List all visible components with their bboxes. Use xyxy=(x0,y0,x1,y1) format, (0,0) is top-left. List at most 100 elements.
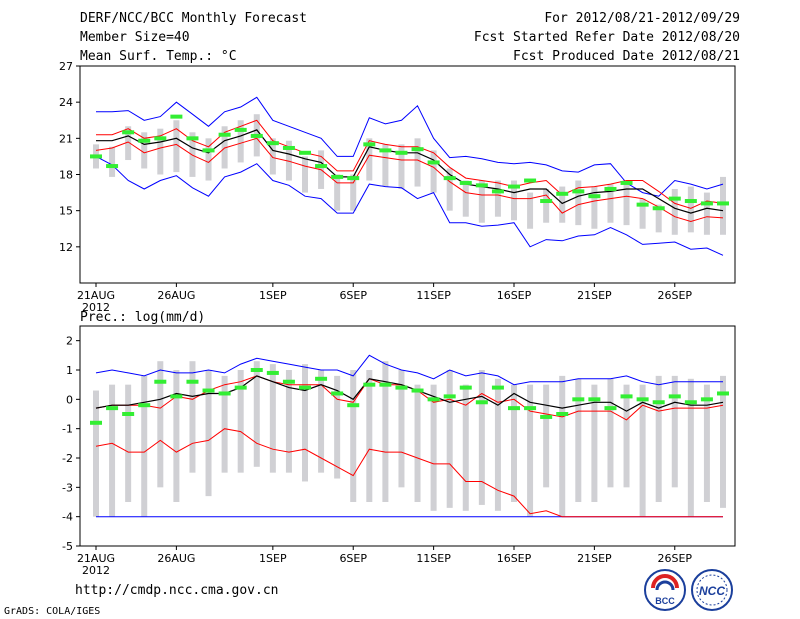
temp-observed-marker xyxy=(652,206,665,211)
precip-variable-label: Prec.: log(mm/d) xyxy=(80,310,206,325)
precip-observed-marker xyxy=(588,397,601,402)
precip-spread-box xyxy=(189,361,196,473)
precip-observed-marker xyxy=(524,406,537,411)
precip-observed-marker xyxy=(459,385,472,390)
precip-observed-marker xyxy=(363,382,376,387)
grads-credit: GrADS: COLA/IGES xyxy=(4,606,101,617)
temp-spread-box xyxy=(109,146,116,177)
temp-observed-marker xyxy=(315,164,328,169)
temp-spread-box xyxy=(125,126,132,161)
temp-observed-marker xyxy=(443,176,456,181)
precip-spread-box xyxy=(623,384,630,488)
precip-observed-marker xyxy=(668,394,681,399)
chart-title: DERF/NCC/BCC Monthly Forecast xyxy=(80,11,307,26)
temp-observed-marker xyxy=(636,202,649,207)
precip-spread-box xyxy=(462,384,469,511)
temp-xtick-label: 1SEP xyxy=(259,289,287,302)
temp-spread-box xyxy=(334,174,341,211)
bcc-logo-text: BCC xyxy=(655,596,675,606)
precip-observed-marker xyxy=(90,420,102,425)
precip-observed-marker xyxy=(604,406,617,411)
temp-xtick-label: 11SEP xyxy=(416,289,451,302)
temp-plot-frame xyxy=(79,65,736,284)
temp-lower-spread-line xyxy=(95,137,724,223)
precip-ensemble-mean-line xyxy=(95,375,724,412)
precip-observed-marker xyxy=(138,403,151,408)
precip-year-label: 2012 xyxy=(82,564,110,577)
precip-observed-marker xyxy=(636,397,649,402)
precip-observed-marker xyxy=(620,394,633,399)
precip-xtick-label: 21AUG xyxy=(77,552,115,565)
precip-spread-box xyxy=(157,361,164,488)
temp-spread-box xyxy=(221,126,228,169)
precip-spread-box xyxy=(720,375,726,508)
temp-observed-marker xyxy=(186,136,199,141)
temp-observed-marker xyxy=(620,180,633,185)
precip-observed-marker xyxy=(379,382,392,387)
temp-spread-box xyxy=(398,144,405,189)
temp-observed-marker xyxy=(588,194,601,199)
precip-observed-marker xyxy=(652,400,665,405)
temp-observed-marker xyxy=(379,148,392,153)
temp-ytick-label: 12 xyxy=(59,241,73,254)
precip-spread-box xyxy=(334,375,341,479)
precip-spread-box xyxy=(671,375,678,488)
precip-observed-marker xyxy=(700,397,713,402)
temp-spread-box xyxy=(285,140,292,181)
temp-upper-spread-line xyxy=(96,119,724,209)
precip-ytick-label: -2 xyxy=(62,452,73,465)
temp-spread-box xyxy=(302,156,308,193)
precip-observed-marker xyxy=(556,412,569,416)
temp-observed-marker xyxy=(508,184,520,189)
temp-observed-marker xyxy=(250,133,263,138)
temp-ytick-label: 18 xyxy=(59,169,73,182)
temp-spread-box xyxy=(430,150,437,193)
precip-observed-marker xyxy=(684,400,697,405)
precip-observed-marker xyxy=(282,379,295,384)
precip-spread-box xyxy=(607,378,614,488)
precip-spread-box xyxy=(205,370,212,497)
precip-spread-box xyxy=(93,390,99,517)
temp-spread-box xyxy=(527,192,534,229)
precip-spread-box xyxy=(494,378,501,511)
fcst-produced-date: Fcst Produced Date 2012/08/21 xyxy=(513,49,740,64)
temp-observed-marker xyxy=(491,189,504,194)
temp-observed-marker xyxy=(122,130,135,135)
precip-lower-spread-line xyxy=(95,428,723,518)
precip-xtick-label: 21SEP xyxy=(577,552,612,565)
temp-observed-marker xyxy=(234,127,247,132)
precip-xtick-label: 26AUG xyxy=(157,552,195,565)
temp-observed-marker xyxy=(106,164,119,169)
precip-observed-marker xyxy=(299,385,311,390)
temp-observed-marker xyxy=(556,191,569,196)
precip-upper-envelope-line xyxy=(95,354,723,386)
precip-observed-marker xyxy=(540,414,553,419)
temp-observed-marker xyxy=(459,180,472,185)
temp-ytick-label: 15 xyxy=(59,205,73,218)
temp-observed-marker xyxy=(411,147,424,152)
temp-observed-marker xyxy=(395,150,408,155)
temp-observed-marker xyxy=(202,148,215,153)
precip-observed-marker xyxy=(508,406,520,411)
footer-url[interactable]: http://cmdp.ncc.cma.gov.cn xyxy=(75,583,279,598)
precip-ytick-label: -4 xyxy=(62,511,73,524)
precip-ytick-label: -3 xyxy=(62,481,73,494)
ncc-logo-text: NCC xyxy=(699,584,725,598)
temp-xtick-label: 21AUG xyxy=(77,289,115,302)
precip-spread-box xyxy=(527,384,534,517)
precip-spread-box xyxy=(302,364,308,482)
temp-observed-marker xyxy=(717,201,729,206)
precip-observed-marker xyxy=(395,385,408,390)
temp-observed-marker xyxy=(684,199,697,204)
precip-observed-marker xyxy=(443,394,456,399)
precip-ytick-label: 2 xyxy=(66,335,73,348)
temp-ytick-label: 27 xyxy=(59,60,73,73)
temp-spread-box xyxy=(575,180,582,226)
precip-observed-marker xyxy=(266,370,279,375)
precip-ytick-label: -1 xyxy=(62,423,73,436)
precip-observed-marker xyxy=(250,368,263,372)
precip-spread-box xyxy=(639,384,646,517)
temp-spread-box xyxy=(543,188,550,223)
temp-spread-box xyxy=(511,180,517,221)
temp-ensemble-mean-line xyxy=(96,129,724,214)
